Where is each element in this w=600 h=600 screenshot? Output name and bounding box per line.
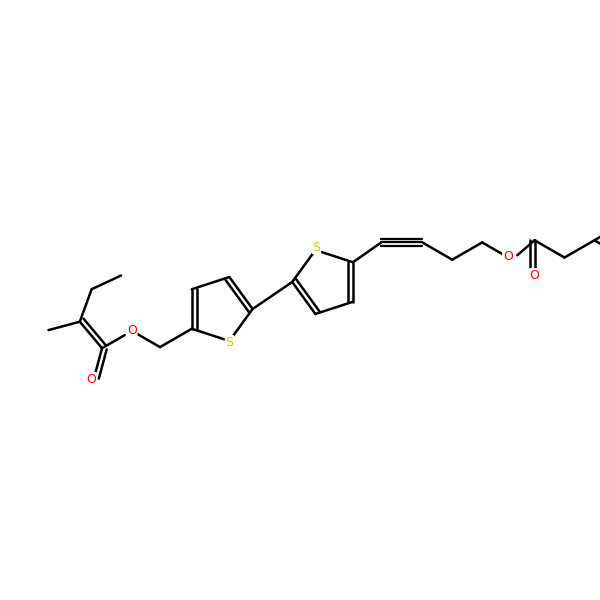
- Text: S: S: [226, 335, 233, 349]
- Text: O: O: [530, 269, 539, 282]
- Text: O: O: [503, 250, 512, 263]
- Text: O: O: [86, 373, 96, 386]
- Text: S: S: [313, 241, 320, 254]
- Text: O: O: [127, 325, 137, 337]
